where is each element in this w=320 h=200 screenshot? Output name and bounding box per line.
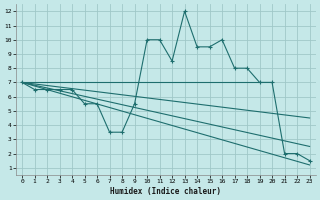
X-axis label: Humidex (Indice chaleur): Humidex (Indice chaleur)	[110, 187, 221, 196]
